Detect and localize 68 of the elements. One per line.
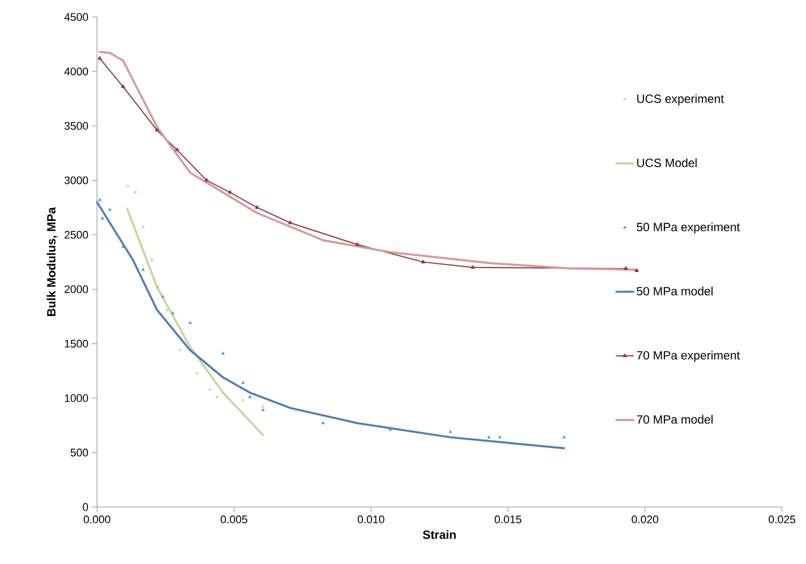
legend-label: 70 MPa model [636,414,713,424]
point [208,388,212,391]
point [288,220,292,224]
x-tick-label: 0.020 [632,516,658,524]
legend-label: 70 MPa experiment [636,350,740,362]
point [242,398,244,402]
point [487,436,490,438]
point [166,308,168,312]
legend-label: 50 MPa model [636,286,713,296]
point [121,244,125,248]
point [121,84,125,88]
y-tick-label: 1000 [64,394,88,402]
point [156,286,160,288]
point [321,421,325,424]
point [248,395,252,398]
point [150,258,154,262]
point [155,128,159,132]
line-series [96,201,566,450]
point [388,428,392,431]
point [126,184,130,188]
y-axis-title: Bulk Modulus, MPa [46,207,58,316]
y-tick-label: 2500 [64,230,88,239]
y-tick-label: 3500 [64,122,88,130]
x-tick-label: 0.005 [220,516,248,524]
point [196,372,198,374]
point [134,190,136,194]
point [171,311,174,314]
x-axis-title: Strain [422,530,456,539]
point [255,205,259,209]
legend-label: UCS Model [637,158,697,168]
point [228,190,232,194]
x-tick-label: 0.015 [494,516,522,524]
y-tick-label: 4000 [64,68,88,76]
y-tick-label: 4500 [64,13,88,21]
x-tick-label: 0.010 [358,516,384,524]
point [100,216,104,220]
point [175,148,179,152]
point [142,226,144,228]
point [471,265,475,269]
point [204,178,209,182]
point [141,268,145,271]
point [262,405,264,408]
point [634,268,639,272]
point [241,381,245,384]
point [161,295,164,298]
point [355,242,360,246]
x-tick-label: 0.000 [84,516,110,524]
point [188,321,192,324]
legend-label: 50 MPa experiment [636,222,740,234]
point [178,348,182,352]
point [221,352,225,354]
y-tick-label: 3000 [64,176,88,184]
line-series [126,208,264,436]
y-tick-label: 500 [70,448,88,456]
point [98,198,102,201]
point [98,56,102,60]
x-tick-label: 0.025 [768,516,796,524]
point [498,436,502,438]
point [421,260,425,264]
point [261,408,265,412]
y-tick-label: 0 [82,503,88,511]
point [448,430,452,433]
y-tick-label: 1500 [64,340,88,348]
point [624,266,628,270]
point [108,208,112,211]
point [562,436,566,438]
y-tick-label: 2000 [64,285,88,294]
legend-label: UCS experiment [637,94,724,106]
